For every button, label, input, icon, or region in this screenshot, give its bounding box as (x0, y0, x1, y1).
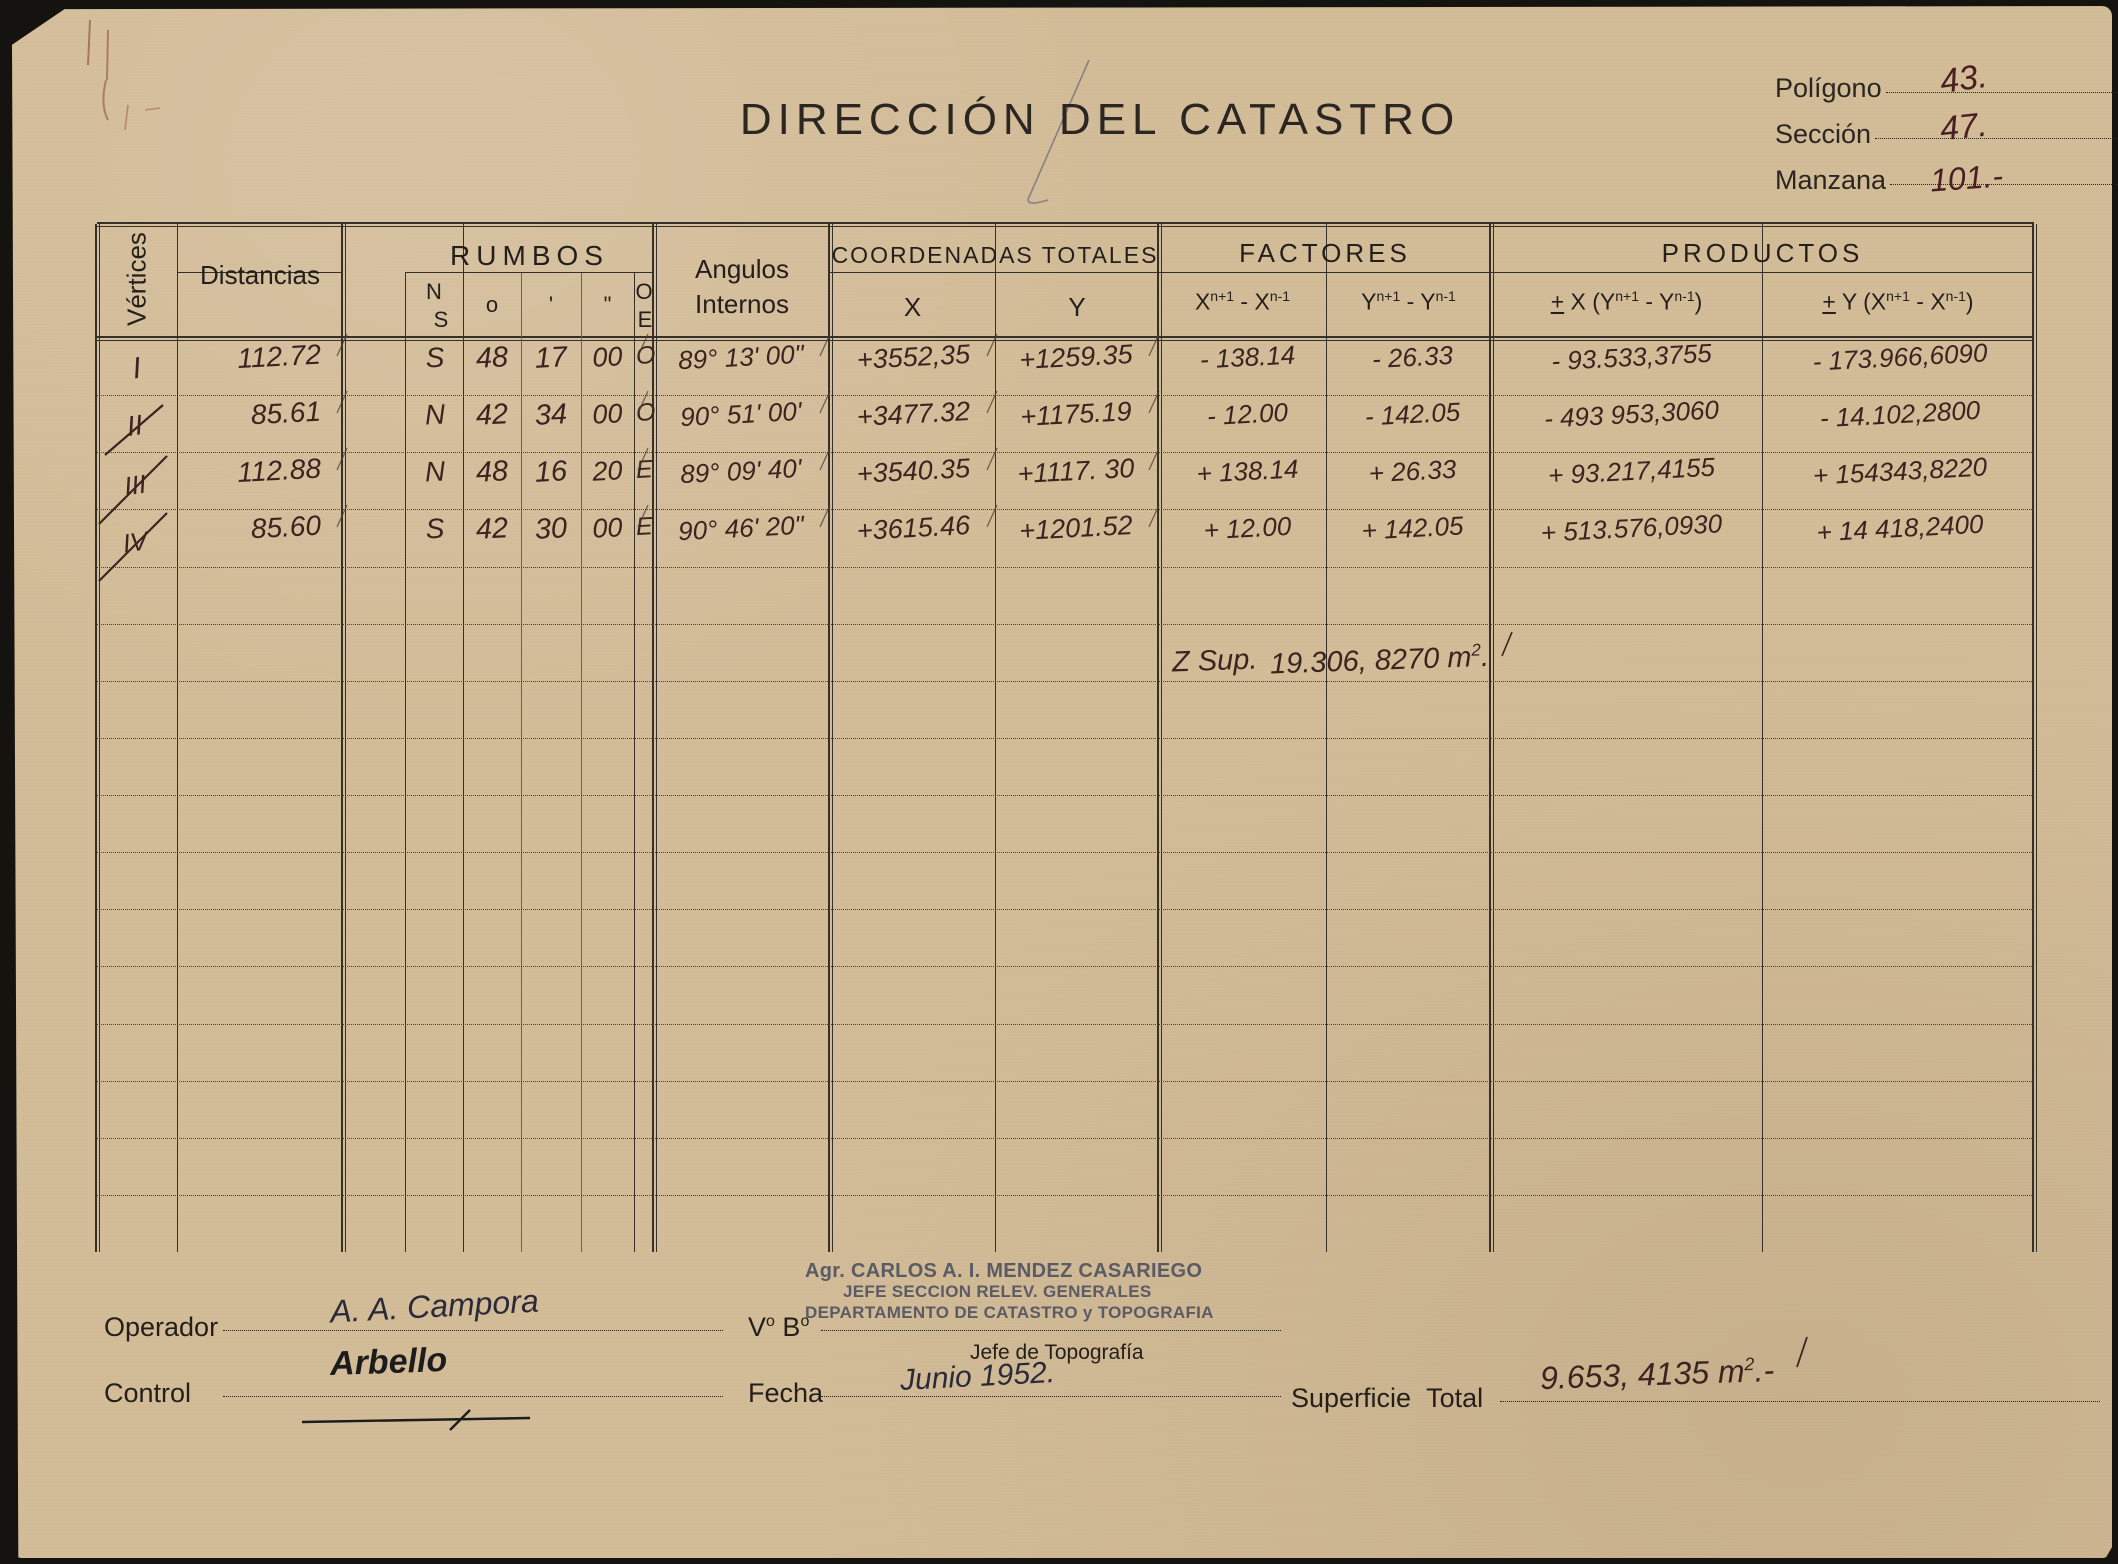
svg-text:II: II (125, 409, 145, 442)
svg-text:I: I (130, 352, 143, 386)
